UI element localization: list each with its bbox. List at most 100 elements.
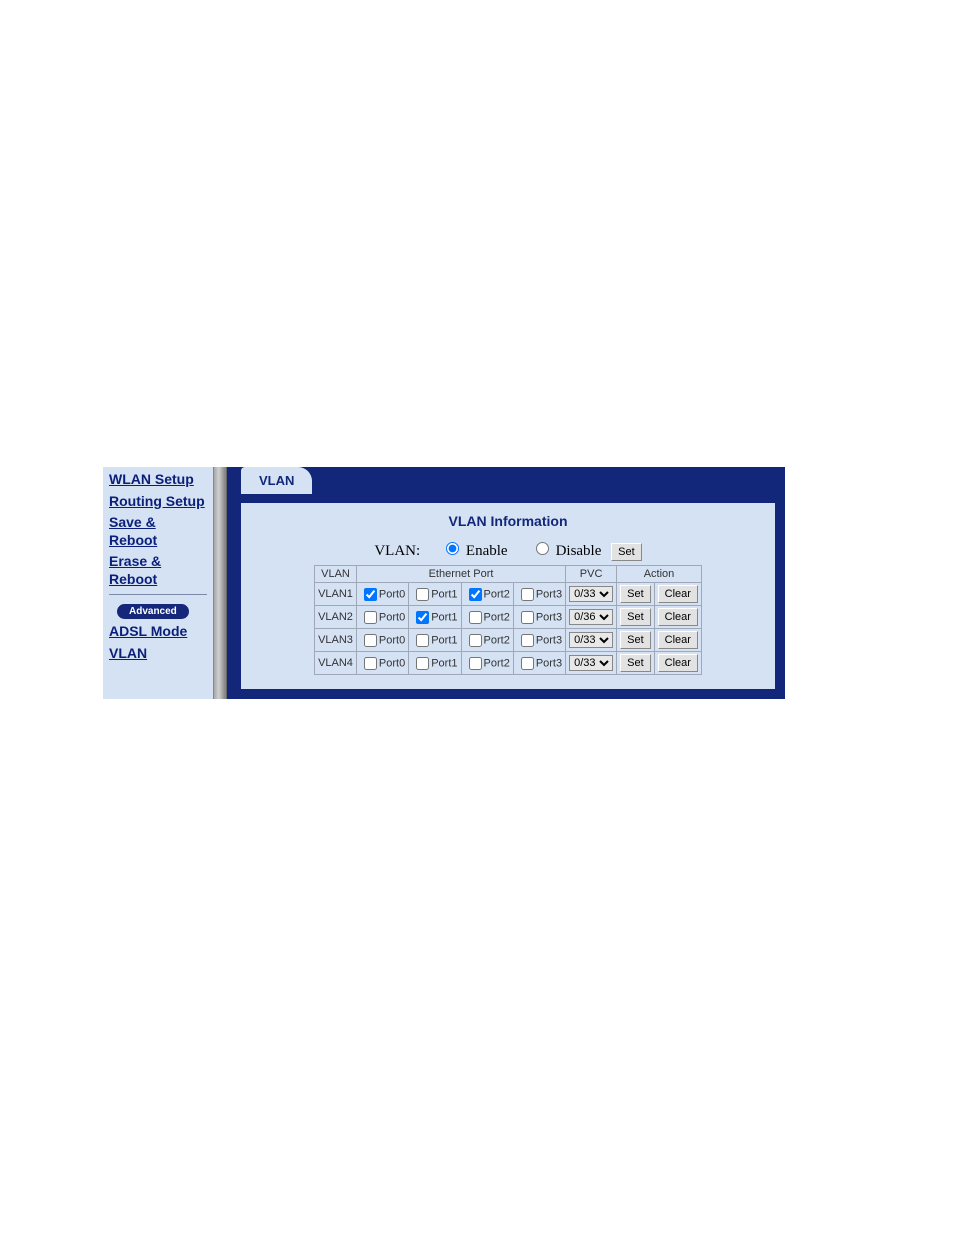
action-cell: Set [617,652,655,675]
table-row: VLAN3 Port0 Port1 Port2 Port3 0/33 Set Clear [315,629,702,652]
clear-button[interactable]: Clear [658,654,698,672]
port-label: Port2 [484,611,510,623]
port-label: Port1 [431,657,457,669]
action-cell: Set [617,629,655,652]
main-frame: VLAN VLAN Information VLAN: Enable Disab… [227,467,785,699]
sidebar-item-save-reboot[interactable]: Save & Reboot [109,514,207,549]
action-cell: Set [617,583,655,606]
vlan-enable-radio[interactable] [446,542,459,555]
port-cell: Port2 [461,629,513,652]
port-cell: Port3 [513,652,565,675]
port-cell: Port0 [356,583,408,606]
table-row: VLAN1Port0 Port1 Port2 Port3 0/33 Set Clear [315,583,702,606]
col-action: Action [617,566,702,583]
port-label: Port1 [431,611,457,623]
vlan-enable-text: Enable [466,543,508,559]
action-cell: Set [617,606,655,629]
clear-button[interactable]: Clear [658,608,698,626]
port-checkbox[interactable] [469,634,482,647]
port-cell: Port0 [356,629,408,652]
port-label: Port3 [536,611,562,623]
port-checkbox[interactable] [416,634,429,647]
set-button[interactable]: Set [620,631,651,649]
table-row: VLAN4 Port0 Port1 Port2Port30/33 Set Clear [315,652,702,675]
vlan-enable-row: VLAN: Enable Disable Set [249,539,767,561]
sidebar-item-erase-reboot[interactable]: Erase & Reboot [109,553,207,588]
port-cell: Port2 [461,606,513,629]
pvc-select[interactable]: 0/33 [569,655,613,671]
port-checkbox[interactable] [521,634,534,647]
port-cell: Port3 [513,583,565,606]
port-checkbox[interactable] [469,657,482,670]
sidebar-item-vlan[interactable]: VLAN [109,645,207,663]
port-label: Port3 [536,634,562,646]
port-label: Port3 [536,588,562,600]
vlan-name: VLAN3 [315,629,357,652]
vlan-name: VLAN1 [315,583,357,606]
vlan-disable-radio[interactable] [536,542,549,555]
port-checkbox[interactable] [364,634,377,647]
port-checkbox[interactable] [521,657,534,670]
port-label: Port2 [484,634,510,646]
panel-title: VLAN Information [249,513,767,529]
port-label: Port0 [379,634,405,646]
vlan-disable-text: Disable [556,543,602,559]
pvc-cell: 0/36 [566,606,617,629]
port-checkbox[interactable] [364,588,377,601]
port-cell: Port1 [409,583,461,606]
pvc-select[interactable]: 0/36 [569,609,613,625]
action-cell: Clear [654,606,701,629]
pvc-cell: 0/33 [566,652,617,675]
sidebar-divider [109,594,207,595]
port-cell: Port1 [409,652,461,675]
col-pvc: PVC [566,566,617,583]
port-checkbox[interactable] [364,611,377,624]
vlan-toggle-set-button[interactable]: Set [611,543,642,561]
action-cell: Clear [654,652,701,675]
port-cell: Port1 [409,606,461,629]
port-cell: Port0 [356,606,408,629]
vlan-label: VLAN: [374,543,420,559]
advanced-badge: Advanced [117,604,189,619]
clear-button[interactable]: Clear [658,631,698,649]
port-checkbox[interactable] [521,611,534,624]
table-row: VLAN2Port0Port1Port2Port30/36SetClear [315,606,702,629]
vlan-name: VLAN4 [315,652,357,675]
port-cell: Port2 [461,583,513,606]
port-label: Port1 [431,634,457,646]
pvc-cell: 0/33 [566,629,617,652]
col-ethernet: Ethernet Port [356,566,565,583]
vlan-table: VLANEthernet PortPVCActionVLAN1Port0Port… [314,565,702,675]
set-button[interactable]: Set [620,608,651,626]
sidebar-item-adsl-mode[interactable]: ADSL Mode [109,623,207,641]
port-checkbox[interactable] [469,588,482,601]
sidebar-item-routing-setup[interactable]: Routing Setup [109,493,207,511]
port-label: Port1 [431,588,457,600]
set-button[interactable]: Set [620,585,651,603]
port-label: Port2 [484,588,510,600]
port-label: Port0 [379,657,405,669]
port-checkbox[interactable] [416,588,429,601]
tab-vlan[interactable]: VLAN [241,467,312,494]
pvc-cell: 0/33 [566,583,617,606]
sidebar-item-wlan-setup[interactable]: WLAN Setup [109,471,207,489]
port-cell: Port1 [409,629,461,652]
set-button[interactable]: Set [620,654,651,672]
action-cell: Clear [654,629,701,652]
port-label: Port0 [379,611,405,623]
col-vlan: VLAN [315,566,357,583]
port-cell: Port2 [461,652,513,675]
port-checkbox[interactable] [364,657,377,670]
pvc-select[interactable]: 0/33 [569,632,613,648]
clear-button[interactable]: Clear [658,585,698,603]
vertical-divider [213,467,227,699]
port-checkbox[interactable] [469,611,482,624]
port-checkbox[interactable] [416,657,429,670]
pvc-select[interactable]: 0/33 [569,586,613,602]
port-cell: Port3 [513,629,565,652]
port-cell: Port0 [356,652,408,675]
port-checkbox[interactable] [416,611,429,624]
port-label: Port2 [484,657,510,669]
port-checkbox[interactable] [521,588,534,601]
port-cell: Port3 [513,606,565,629]
